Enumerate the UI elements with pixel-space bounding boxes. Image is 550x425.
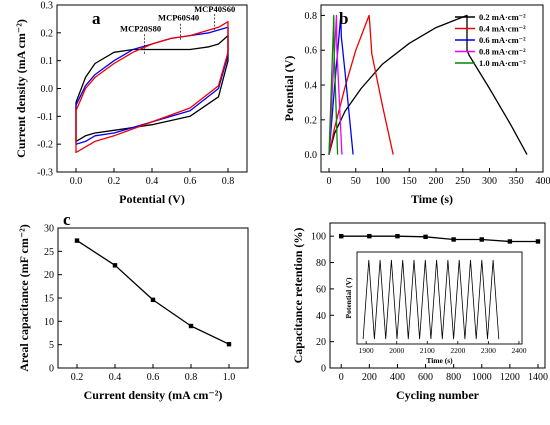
data-point (451, 237, 455, 241)
x-axis-title: Potential (V) (119, 192, 185, 206)
y-tick-label: 15 (44, 294, 54, 305)
y-tick-label: 60 (316, 284, 326, 295)
x-tick-label: 1000 (472, 372, 492, 383)
x-tick-label: 1.0 (223, 372, 236, 383)
data-point (339, 234, 343, 238)
y-tick-label: 80 (316, 258, 326, 269)
series-annotation: MCP40S60 (194, 4, 235, 14)
x-tick-label: 0.4 (146, 176, 159, 187)
y-tick-label: 10 (44, 317, 54, 328)
x-tick-label: 250 (455, 176, 470, 187)
x-tick-label: 0 (339, 372, 344, 383)
x-tick-label: 0.8 (185, 372, 198, 383)
y-axis-title: Capacitance retention (%) (291, 228, 305, 364)
inset-x-tick-label: 2000 (389, 346, 404, 355)
x-tick-label: 400 (536, 176, 550, 187)
inset-x-axis-title: Time (s) (426, 356, 453, 365)
y-tick-label: 100 (311, 232, 326, 243)
y-tick-label: 0.2 (41, 28, 54, 39)
x-tick-label: 350 (509, 176, 524, 187)
data-point (423, 235, 427, 239)
x-tick-label: 600 (418, 372, 433, 383)
data-point (367, 234, 371, 238)
y-tick-label: -0.3 (37, 168, 53, 179)
data-point (75, 238, 79, 242)
y-tick-label: 0.4 (305, 81, 318, 92)
legend-entry: 0.2 mA·cm⁻² (479, 12, 526, 22)
x-tick-label: 0.8 (222, 176, 235, 187)
data-point (536, 239, 540, 243)
legend-entry: 0.4 mA·cm⁻² (479, 24, 526, 34)
y-tick-label: 0.0 (41, 84, 54, 95)
y-tick-label: -0.2 (37, 140, 53, 151)
data-point (189, 324, 193, 328)
legend-entry: 0.8 mA·cm⁻² (479, 47, 526, 57)
y-axis-title: Potential (V) (282, 56, 296, 122)
data-point (508, 239, 512, 243)
y-tick-label: 0.1 (41, 56, 54, 67)
y-tick-label: 0.3 (41, 1, 54, 12)
y-tick-label: 40 (316, 311, 326, 322)
y-axis-title: Current density (mA cm⁻²) (14, 19, 28, 158)
x-tick-label: 200 (429, 176, 444, 187)
y-tick-label: 20 (44, 270, 54, 281)
x-tick-label: 1400 (528, 372, 548, 383)
y-tick-label: 0.8 (305, 11, 318, 22)
y-tick-label: 0.2 (305, 115, 318, 126)
panel-letter-a: a (92, 9, 101, 28)
x-tick-label: 0.6 (147, 372, 160, 383)
data-point (227, 342, 231, 346)
x-tick-label: 800 (446, 372, 461, 383)
y-tick-label: 5 (49, 340, 54, 351)
y-tick-label: -0.1 (37, 112, 53, 123)
x-tick-label: 300 (482, 176, 497, 187)
inset-y-axis-title: Potential (V) (344, 277, 353, 319)
data-point (395, 234, 399, 238)
data-point (480, 237, 484, 241)
x-tick-label: 0.2 (108, 176, 121, 187)
series-annotation: MCP60S40 (158, 12, 199, 22)
x-tick-label: 0.0 (70, 176, 83, 187)
x-tick-label: 150 (402, 176, 417, 187)
inset-x-tick-label: 1900 (359, 346, 374, 355)
legend-entry: 1.0 mA·cm⁻² (479, 58, 526, 68)
x-tick-label: 100 (375, 176, 390, 187)
y-tick-label: 0 (49, 364, 54, 375)
x-tick-label: 0.2 (71, 372, 84, 383)
panel-letter-c: c (63, 210, 71, 229)
inset-x-tick-label: 2300 (481, 346, 496, 355)
y-tick-label: 0.0 (305, 150, 318, 161)
x-tick-label: 50 (351, 176, 361, 187)
y-tick-label: 30 (44, 224, 54, 235)
x-tick-label: 400 (390, 372, 405, 383)
y-tick-label: 0.6 (305, 46, 318, 57)
x-axis-title: Cycling number (396, 388, 480, 402)
x-tick-label: 0.6 (184, 176, 197, 187)
y-tick-label: 25 (44, 247, 54, 258)
inset-x-tick-label: 2200 (450, 346, 465, 355)
legend-entry: 0.6 mA·cm⁻² (479, 35, 526, 45)
series-annotation: MCP20S80 (120, 23, 161, 33)
x-axis-title: Time (s) (411, 192, 453, 206)
y-tick-label: 0 (321, 364, 326, 375)
x-tick-label: 0.4 (109, 372, 122, 383)
panel-letter-b: b (339, 9, 348, 28)
x-tick-label: 0 (327, 176, 332, 187)
inset-x-tick-label: 2100 (420, 346, 435, 355)
data-point (113, 263, 117, 267)
x-tick-label: 1200 (500, 372, 520, 383)
y-tick-label: 20 (316, 337, 326, 348)
y-axis-title: Areal capacitance (mF cm⁻²) (17, 224, 31, 372)
x-tick-label: 200 (362, 372, 377, 383)
inset-x-tick-label: 2400 (511, 346, 526, 355)
x-axis-title: Current density (mA cm⁻²) (84, 388, 223, 402)
data-point (151, 298, 155, 302)
